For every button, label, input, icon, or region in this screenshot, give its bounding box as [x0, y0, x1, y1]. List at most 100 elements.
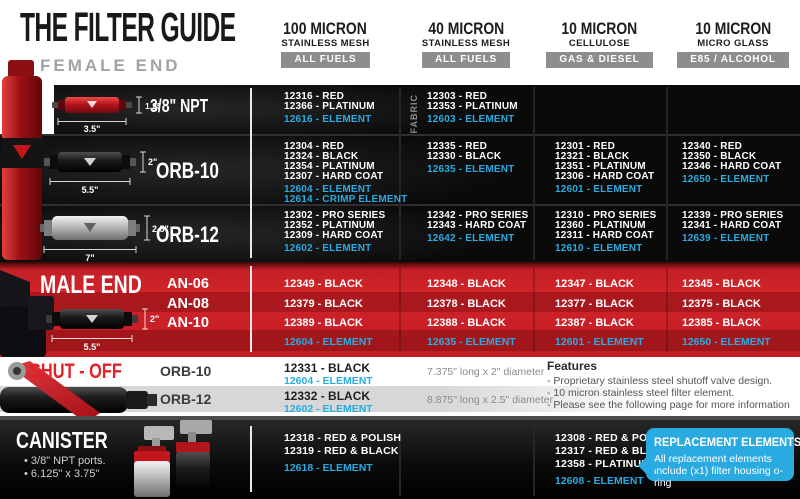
fuel-badge: ALL FUELS: [281, 52, 370, 68]
label-column-divider: [250, 266, 252, 352]
part-number: 12340 - RED: [682, 141, 743, 152]
element-part-number: 12604 - ELEMENT: [284, 336, 373, 348]
element-part-number: 12603 - ELEMENT: [427, 114, 515, 125]
npt-filter-image: 1.25" 3.5": [52, 96, 160, 134]
element-part-number: 12602 - ELEMENT: [284, 243, 372, 254]
male-filter-image: 2" 5.5": [46, 308, 159, 352]
features-list: - Proprietary stainless steel shutoff va…: [547, 375, 790, 411]
column-divider: [399, 424, 401, 496]
part-list: 12318 - RED & POLISH 12319 - RED & BLACK: [284, 432, 402, 458]
dimension-length: 7": [85, 253, 94, 262]
part-list: 12340 - RED 12350 - BLACK 12346 - HARD COA…: [682, 142, 798, 172]
text-line: • 6.125" x 3.75": [24, 468, 100, 480]
column-divider: [533, 424, 535, 496]
replacement-elements-body: All replacement elements include (x1) fi…: [654, 453, 783, 489]
part-number: 12349 - BLACK: [284, 278, 363, 290]
features-title: Features: [547, 359, 598, 373]
fuel-badge: E85 / ALCOHOL: [677, 52, 789, 68]
part-number: 12358 - PLATINUM: [555, 458, 651, 470]
male-fitting-product-photo: [0, 270, 54, 357]
part-list: 12302 - PRO SERIES 12352 - PLATINUM 12309 …: [284, 211, 400, 241]
cell-orb12-100micron: 12302 - PRO SERIES 12352 - PLATINUM 12309 …: [284, 211, 400, 254]
cell-orb12-microglass: 12339 - PRO SERIES 12341 - HARD COAT 1263…: [682, 211, 798, 244]
part-number: 12318 - RED & POLISH: [284, 432, 402, 444]
label-column-divider: [250, 88, 252, 258]
cell-orb12-40micron: 12342 - PRO SERIES 12343 - HARD COAT 1264…: [427, 211, 543, 244]
orb12-filter-image: 2.5" 7": [40, 215, 169, 262]
dimension-diameter: 2": [150, 314, 159, 324]
element-list: 12642 - ELEMENT: [427, 234, 543, 244]
element-list: 12639 - ELEMENT: [682, 234, 798, 244]
cell-orb10-40micron: 12335 - RED 12330 - BLACK 12635 - ELEMENT: [427, 142, 543, 175]
element-list: 12603 - ELEMENT: [427, 115, 543, 125]
male-row-stripe-an08: [0, 292, 800, 312]
element-list: 12608 - ELEMENT: [555, 475, 671, 487]
size-note: 7.375" long x 2" diameter: [427, 366, 545, 378]
part-number: 12311 - HARD COAT: [555, 230, 654, 241]
element-part-number: 12635 - ELEMENT: [427, 164, 515, 175]
column-media-label: STAINLESS MESH: [281, 38, 370, 49]
canister-section-label: CANISTER: [16, 427, 108, 453]
part-number: 12388 - BLACK: [427, 317, 506, 329]
part-number: 12306 - HARD COAT: [555, 171, 655, 182]
element-part-number: 12635 - ELEMENT: [427, 336, 516, 348]
part-list: 12304 - RED 12324 - BLACK 12354 - PLATINUM…: [284, 142, 400, 182]
element-list: 12610 - ELEMENT: [555, 244, 671, 254]
column-divider: [533, 268, 535, 352]
part-number: 12346 - HARD COAT: [682, 161, 782, 172]
part-number: 12351 - PLATINUM: [555, 161, 646, 172]
element-part-number: 12604 - ELEMENT: [284, 375, 373, 387]
element-part-number: 12601 - ELEMENT: [555, 336, 644, 348]
element-list: 12635 - ELEMENT: [427, 165, 543, 175]
column-header-40-micron: 40 MICRON STAINLESS MESH ALL FUELS: [399, 20, 533, 82]
row-label-an10: AN-10: [167, 315, 209, 331]
fabric-note: FABRIC: [409, 94, 419, 134]
part-number: 12304 - RED: [284, 141, 345, 152]
column-micron-label: 10 MICRON: [695, 19, 771, 38]
cell-orb10-100micron: 12304 - RED 12324 - BLACK 12354 - PLATINUM…: [284, 142, 407, 205]
element-list: 12616 - ELEMENT: [284, 115, 400, 125]
part-number: 12377 - BLACK: [555, 297, 634, 310]
cell-npt-100micron: 12316 - RED 12366 - PLATINUM 12616 - ELEM…: [284, 92, 400, 125]
part-number: 12379 - BLACK: [284, 297, 363, 310]
element-part-number: 12650 - ELEMENT: [682, 174, 770, 185]
column-header-100-micron: 100 MICRON STAINLESS MESH ALL FUELS: [252, 20, 399, 82]
part-number: 12347 - BLACK: [555, 278, 634, 290]
male-end-section: [0, 262, 800, 357]
part-list: 12310 - PRO SERIES 12360 - PLATINUM 12311 …: [555, 211, 671, 241]
part-number: 12331 - BLACK: [284, 361, 371, 375]
column-divider: [399, 268, 401, 352]
element-list: 12601 - ELEMENT: [555, 185, 671, 195]
column-header-10-micron-cellulose: 10 MICRON CELLULOSE GAS & DIESEL: [533, 20, 666, 82]
part-number: 12308 - RED & POLISH: [555, 432, 673, 444]
text-line: - Please see the following page for more…: [547, 399, 790, 411]
row-label-an06: AN-06: [167, 276, 209, 292]
fuel-badge: GAS & DIESEL: [546, 52, 653, 68]
part-number: 12378 - BLACK: [427, 297, 506, 310]
part-number: 12335 - RED: [427, 141, 488, 152]
part-number: 12352 - PLATINUM: [284, 220, 375, 231]
part-number: 12366 - PLATINUM: [284, 101, 375, 112]
part-number: 12348 - BLACK: [427, 278, 506, 290]
element-part-number: 12601 - ELEMENT: [555, 184, 643, 195]
part-list: 12316 - RED 12366 - PLATINUM: [284, 92, 400, 112]
dimension-length: 3.5": [84, 124, 101, 134]
male-row-stripe-elements: [0, 330, 800, 351]
male-end-section-label: MALE END: [40, 271, 142, 299]
part-number: 12309 - HARD COAT: [284, 230, 384, 241]
canister-bullets: • 3/8" NPT ports. • 6.125" x 3.75": [24, 455, 106, 481]
element-part-number: 12618 - ELEMENT: [284, 462, 373, 474]
part-number: 12303 - RED: [427, 91, 488, 102]
element-list: 12618 - ELEMENT: [284, 462, 400, 474]
dimension-length: 5.5": [84, 342, 101, 352]
dimension-diameter: 2": [148, 157, 157, 167]
part-number: 12343 - HARD COAT: [427, 220, 527, 231]
part-number: 12316 - RED: [284, 91, 345, 102]
element-part-number: 12650 - ELEMENT: [682, 336, 771, 348]
text-line: • 3/8" NPT ports.: [24, 455, 106, 467]
element-part-number: 12639 - ELEMENT: [682, 233, 770, 244]
fuel-badge: ALL FUELS: [421, 52, 510, 68]
part-number: 12330 - BLACK: [427, 151, 502, 162]
element-part-number: 12610 - ELEMENT: [555, 243, 643, 254]
part-number: 12301 - RED: [555, 141, 616, 152]
